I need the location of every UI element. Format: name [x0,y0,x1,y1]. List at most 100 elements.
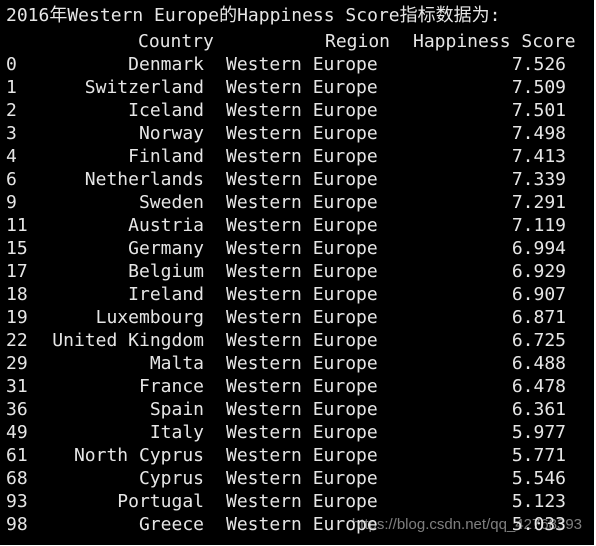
table-header-row: Country Region Happiness Score [0,30,594,53]
happiness-score-cell: 7.526 [511,54,566,75]
table-row: 29 Malta Western Europe 6.488 [0,352,594,375]
country-cell: North Cyprus [73,445,204,466]
table-row: 11 Austria Western Europe 7.119 [0,214,594,237]
region-cell: Western Europe [226,514,378,535]
country-cell: Luxembourg [95,307,204,328]
region-cell: Western Europe [226,399,378,420]
region-cell: Western Europe [226,261,378,282]
region-cell: Western Europe [226,169,378,190]
country-cell: Ireland [128,284,204,305]
country-cell: Finland [128,146,204,167]
happiness-score-cell: 6.871 [511,307,566,328]
happiness-score-cell: 7.413 [511,146,566,167]
country-cell: Greece [138,514,204,535]
row-index: 49 [6,422,28,443]
table-row: 1 Switzerland Western Europe 7.509 [0,76,594,99]
column-header-country: Country [138,31,214,52]
happiness-score-cell: 7.119 [511,215,566,236]
row-index: 4 [6,146,17,167]
country-cell: France [138,376,204,397]
country-cell: Germany [128,238,204,259]
happiness-score-cell: 5.033 [511,514,566,535]
happiness-score-cell: 6.478 [511,376,566,397]
table-row: 36 Spain Western Europe 6.361 [0,398,594,421]
country-cell: Netherlands [84,169,204,190]
column-header-region: Region [325,31,391,52]
table-row: 98 Greece Western Europe 5.033 [0,513,594,536]
region-cell: Western Europe [226,422,378,443]
row-index: 11 [6,215,28,236]
happiness-score-cell: 6.488 [511,353,566,374]
region-cell: Western Europe [226,146,378,167]
output-heading: 2016年Western Europe的Happiness Score指标数据为… [6,5,501,26]
table-row: 49 Italy Western Europe 5.977 [0,421,594,444]
region-cell: Western Europe [226,468,378,489]
country-cell: Italy [149,422,204,443]
row-index: 61 [6,445,28,466]
region-cell: Western Europe [226,100,378,121]
table-row: 18 Ireland Western Europe 6.907 [0,283,594,306]
row-index: 68 [6,468,28,489]
row-index: 3 [6,123,17,144]
table-row: 19 Luxembourg Western Europe 6.871 [0,306,594,329]
row-index: 29 [6,353,28,374]
country-cell: Spain [149,399,204,420]
happiness-score-cell: 6.361 [511,399,566,420]
table-row: 2 Iceland Western Europe 7.501 [0,99,594,122]
region-cell: Western Europe [226,215,378,236]
region-cell: Western Europe [226,123,378,144]
row-index: 17 [6,261,28,282]
happiness-score-cell: 7.291 [511,192,566,213]
happiness-score-cell: 7.509 [511,77,566,98]
region-cell: Western Europe [226,353,378,374]
watermark-url: https://blog.csdn.net/qq_42768393 [351,516,582,533]
row-index: 22 [6,330,28,351]
country-cell: United Kingdom [52,330,204,351]
row-index: 6 [6,169,17,190]
table-row: 93 Portugal Western Europe 5.123 [0,490,594,513]
region-cell: Western Europe [226,284,378,305]
row-index: 9 [6,192,17,213]
row-index: 2 [6,100,17,121]
happiness-score-cell: 5.546 [511,468,566,489]
country-cell: Denmark [128,54,204,75]
table-row: 4 Finland Western Europe 7.413 [0,145,594,168]
region-cell: Western Europe [226,307,378,328]
country-cell: Malta [149,353,204,374]
country-cell: Sweden [138,192,204,213]
row-index: 18 [6,284,28,305]
table-row: 31 France Western Europe 6.478 [0,375,594,398]
row-index: 1 [6,77,17,98]
region-cell: Western Europe [226,77,378,98]
region-cell: Western Europe [226,491,378,512]
country-cell: Austria [128,215,204,236]
happiness-score-cell: 7.339 [511,169,566,190]
country-cell: Switzerland [84,77,204,98]
happiness-score-cell: 6.929 [511,261,566,282]
region-cell: Western Europe [226,54,378,75]
region-cell: Western Europe [226,330,378,351]
country-cell: Portugal [117,491,204,512]
country-cell: Belgium [128,261,204,282]
table-row: 3 Norway Western Europe 7.498 [0,122,594,145]
happiness-score-cell: 6.907 [511,284,566,305]
happiness-score-cell: 5.123 [511,491,566,512]
row-index: 93 [6,491,28,512]
table-row: 0 Denmark Western Europe 7.526 [0,53,594,76]
happiness-score-cell: 7.501 [511,100,566,121]
happiness-score-cell: 7.498 [511,123,566,144]
row-index: 36 [6,399,28,420]
table-row: 68 Cyprus Western Europe 5.546 [0,467,594,490]
region-cell: Western Europe [226,376,378,397]
region-cell: Western Europe [226,445,378,466]
happiness-score-cell: 6.725 [511,330,566,351]
table-row: 17 Belgium Western Europe 6.929 [0,260,594,283]
row-index: 31 [6,376,28,397]
happiness-score-cell: 6.994 [511,238,566,259]
country-cell: Cyprus [138,468,204,489]
region-cell: Western Europe [226,192,378,213]
table-row: 22 United Kingdom Western Europe 6.725 [0,329,594,352]
country-cell: Iceland [128,100,204,121]
region-cell: Western Europe [226,238,378,259]
